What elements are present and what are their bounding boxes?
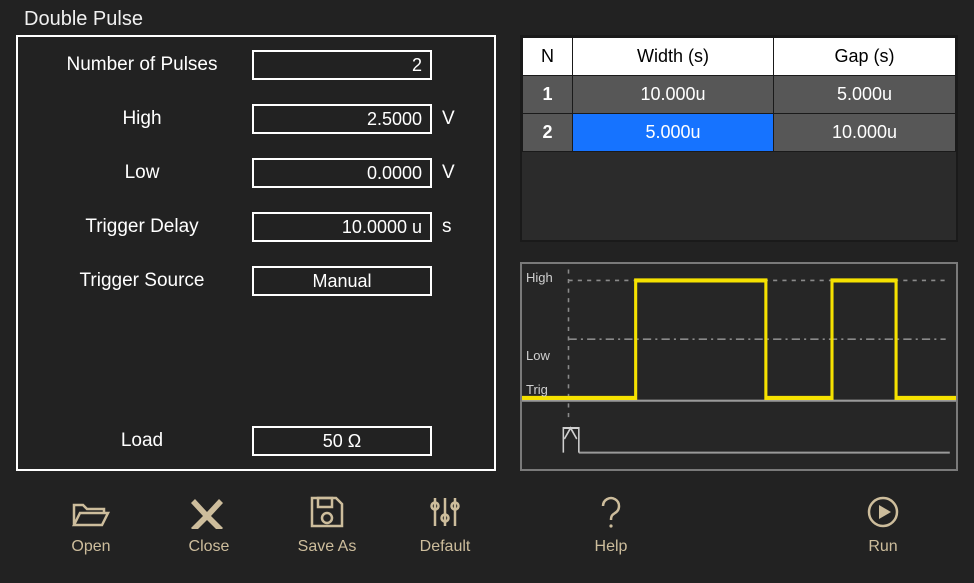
unit-trigger-delay: s — [432, 216, 460, 238]
col-header-width: Width (s) — [573, 38, 774, 76]
default-button[interactable]: Default — [390, 494, 500, 556]
table-empty-area — [522, 152, 956, 240]
row-trigger-delay: Trigger Delay 10.0000 u s — [32, 211, 480, 243]
save-as-button[interactable]: Save As — [272, 494, 382, 556]
label-load: Load — [32, 430, 252, 452]
folder-open-icon — [71, 494, 111, 530]
table-row: 110.000u5.000u — [523, 76, 956, 114]
label-high: High — [32, 108, 252, 130]
help-button[interactable]: Help — [556, 494, 666, 556]
input-trigger-delay[interactable]: 10.0000 u — [252, 212, 432, 242]
close-icon — [189, 494, 229, 530]
help-label: Help — [595, 538, 628, 556]
pulse-table: N Width (s) Gap (s) 110.000u5.000u25.000… — [520, 35, 958, 242]
input-low[interactable]: 0.0000 — [252, 158, 432, 188]
waveform-label-high: High — [526, 270, 553, 285]
waveform-preview: High Low Trig — [520, 262, 958, 471]
row-load: Load 50 Ω — [32, 425, 480, 457]
input-num-pulses[interactable]: 2 — [252, 50, 432, 80]
panel-title: Double Pulse — [16, 8, 958, 35]
select-load[interactable]: 50 Ω — [252, 426, 432, 456]
label-trigger-delay: Trigger Delay — [32, 216, 252, 238]
cell-gap[interactable]: 5.000u — [774, 76, 956, 114]
run-label: Run — [868, 538, 897, 556]
unit-high: V — [432, 108, 460, 130]
row-high: High 2.5000 V — [32, 103, 480, 135]
row-num-pulses: Number of Pulses 2 — [32, 49, 480, 81]
close-button[interactable]: Close — [154, 494, 264, 556]
row-low: Low 0.0000 V — [32, 157, 480, 189]
col-header-gap: Gap (s) — [774, 38, 956, 76]
open-label: Open — [71, 538, 110, 556]
table-header-row: N Width (s) Gap (s) — [523, 38, 956, 76]
label-trigger-source: Trigger Source — [32, 270, 252, 292]
cell-gap[interactable]: 10.000u — [774, 114, 956, 152]
cell-width[interactable]: 10.000u — [573, 76, 774, 114]
row-trigger-source: Trigger Source Manual — [32, 265, 480, 297]
save-icon — [307, 494, 347, 530]
settings-panel: Number of Pulses 2 High 2.5000 V Low 0.0… — [16, 35, 496, 471]
cell-width[interactable]: 5.000u — [573, 114, 774, 152]
open-button[interactable]: Open — [36, 494, 146, 556]
col-header-n: N — [523, 38, 573, 76]
unit-low: V — [432, 162, 460, 184]
help-icon — [591, 494, 631, 530]
default-label: Default — [420, 538, 471, 556]
label-low: Low — [32, 162, 252, 184]
sliders-icon — [425, 494, 465, 530]
select-trigger-source[interactable]: Manual — [252, 266, 432, 296]
save-as-label: Save As — [298, 538, 357, 556]
table-row: 25.000u10.000u — [523, 114, 956, 152]
close-label: Close — [189, 538, 230, 556]
label-num-pulses: Number of Pulses — [32, 54, 252, 76]
toolbar: Open Close Save As — [16, 471, 958, 571]
waveform-label-low: Low — [526, 348, 550, 363]
waveform-label-trig: Trig — [526, 382, 548, 397]
input-high[interactable]: 2.5000 — [252, 104, 432, 134]
run-button[interactable]: Run — [828, 494, 938, 556]
row-index: 2 — [523, 114, 573, 152]
row-index: 1 — [523, 76, 573, 114]
play-circle-icon — [863, 494, 903, 530]
